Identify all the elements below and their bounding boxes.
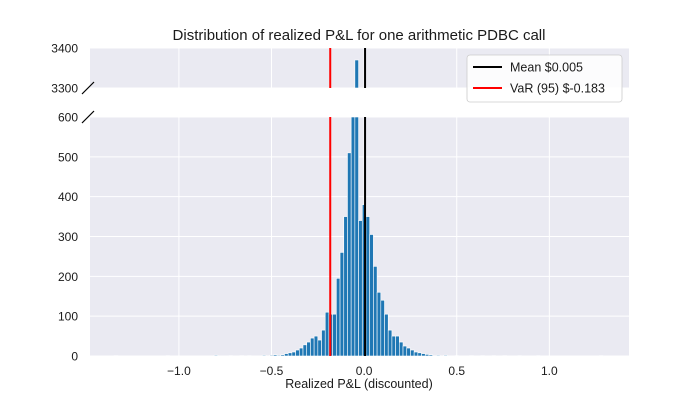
histogram-bar <box>391 335 396 357</box>
histogram-bar <box>313 335 319 357</box>
y-tick-label: 3300 <box>51 82 78 96</box>
histogram-bar <box>113 355 119 357</box>
histogram-bar <box>491 355 496 357</box>
histogram-bar <box>343 216 348 357</box>
break-mark-1 <box>81 110 95 124</box>
y-tick-label: 400 <box>58 190 78 204</box>
histogram-bar <box>280 354 285 357</box>
histogram-bar <box>276 354 282 357</box>
histogram-bar <box>395 335 400 357</box>
y-tick-label: 300 <box>58 230 78 244</box>
histogram-bar <box>384 313 389 357</box>
histogram-bar <box>369 234 374 357</box>
upper-bars <box>354 59 359 89</box>
histogram-bar <box>373 266 378 357</box>
histogram-bar <box>387 329 393 357</box>
histogram-bar <box>517 355 522 357</box>
histogram-bar <box>454 355 459 357</box>
y-tick-label: 600 <box>58 111 78 125</box>
histogram-bar <box>165 355 170 357</box>
histogram-bar <box>269 354 274 357</box>
histogram-bar <box>295 349 300 357</box>
histogram-bar <box>421 353 426 357</box>
histogram-bar <box>310 337 315 357</box>
histogram-bar <box>380 299 385 357</box>
y-tick-label: 3400 <box>51 42 78 56</box>
histogram-bar <box>536 355 541 357</box>
histogram-bar <box>336 278 341 357</box>
upper-y-ticks: 3300 3400 <box>51 42 78 96</box>
chart-title: Distribution of realized P&L for one ari… <box>173 27 546 44</box>
histogram-bar <box>287 352 293 357</box>
histogram-bar <box>417 352 422 357</box>
histogram-bar <box>339 252 345 357</box>
histogram-bar <box>402 345 408 357</box>
histogram-bar <box>480 355 485 357</box>
x-tick-label: 1.0 <box>541 364 558 378</box>
legend-box <box>466 54 623 103</box>
histogram-bar <box>302 344 308 357</box>
histogram-bar <box>376 291 382 357</box>
axis-break-marks <box>81 81 95 124</box>
histogram-bar <box>273 354 278 357</box>
histogram-bar <box>213 354 219 357</box>
y-tick-label: 0 <box>71 350 78 364</box>
histogram-bar <box>413 351 419 357</box>
x-tick-label: −0.5 <box>260 364 284 378</box>
histogram-bar <box>399 341 404 357</box>
y-tick-label: 100 <box>58 310 78 324</box>
histogram-bar <box>410 349 415 357</box>
histogram-bar <box>350 116 356 357</box>
lower-axes-panel: 0 100 200 300 400 500 600 −1.0 −0.5 0.0 0.5 1.0 <box>58 111 629 378</box>
x-tick-label: 0.5 <box>448 364 465 378</box>
legend-label-mean: Mean $0.005 <box>510 61 583 75</box>
histogram-bar <box>239 355 245 357</box>
histogram-bar <box>228 355 233 357</box>
histogram-bar <box>365 216 370 357</box>
y-tick-label: 500 <box>58 150 78 164</box>
histogram-bar <box>347 152 352 357</box>
x-ticks: −1.0 −0.5 0.0 0.5 1.0 <box>167 364 558 378</box>
histogram-bar <box>291 351 296 357</box>
histogram-bar <box>599 355 604 357</box>
histogram-bar-upper <box>354 59 359 89</box>
legend-label-var: VaR (95) $-0.183 <box>510 82 605 96</box>
histogram-bar <box>332 313 337 357</box>
histogram-bar <box>261 354 267 357</box>
histogram-bar <box>358 220 363 357</box>
histogram-bar <box>321 329 326 357</box>
histogram-bar <box>469 355 474 357</box>
histogram-bar <box>354 116 359 357</box>
histogram-bar <box>324 311 330 357</box>
x-axis-label: Realized P&L (discounted) <box>285 377 433 391</box>
histogram-bar <box>443 354 448 357</box>
lower-vlines <box>329 117 367 356</box>
lower-y-ticks: 0 100 200 300 400 500 600 <box>58 111 78 364</box>
x-tick-label: −1.0 <box>167 364 191 378</box>
legend: Mean $0.005 VaR (95) $-0.183 <box>466 54 623 103</box>
histogram-bar <box>247 355 252 357</box>
x-tick-label: 0.0 <box>356 364 373 378</box>
histogram-bar <box>428 354 433 357</box>
histogram-bar <box>436 354 441 357</box>
histogram-bar <box>299 347 304 357</box>
histogram-bar <box>424 354 430 357</box>
histogram-bar <box>406 347 411 357</box>
break-mark-0 <box>81 81 95 95</box>
upper-vlines <box>329 48 367 88</box>
y-tick-label: 200 <box>58 270 78 284</box>
histogram-bar <box>502 355 508 357</box>
histogram-bar <box>317 339 322 357</box>
histogram-bar <box>306 341 311 357</box>
histogram-bar <box>284 353 289 357</box>
